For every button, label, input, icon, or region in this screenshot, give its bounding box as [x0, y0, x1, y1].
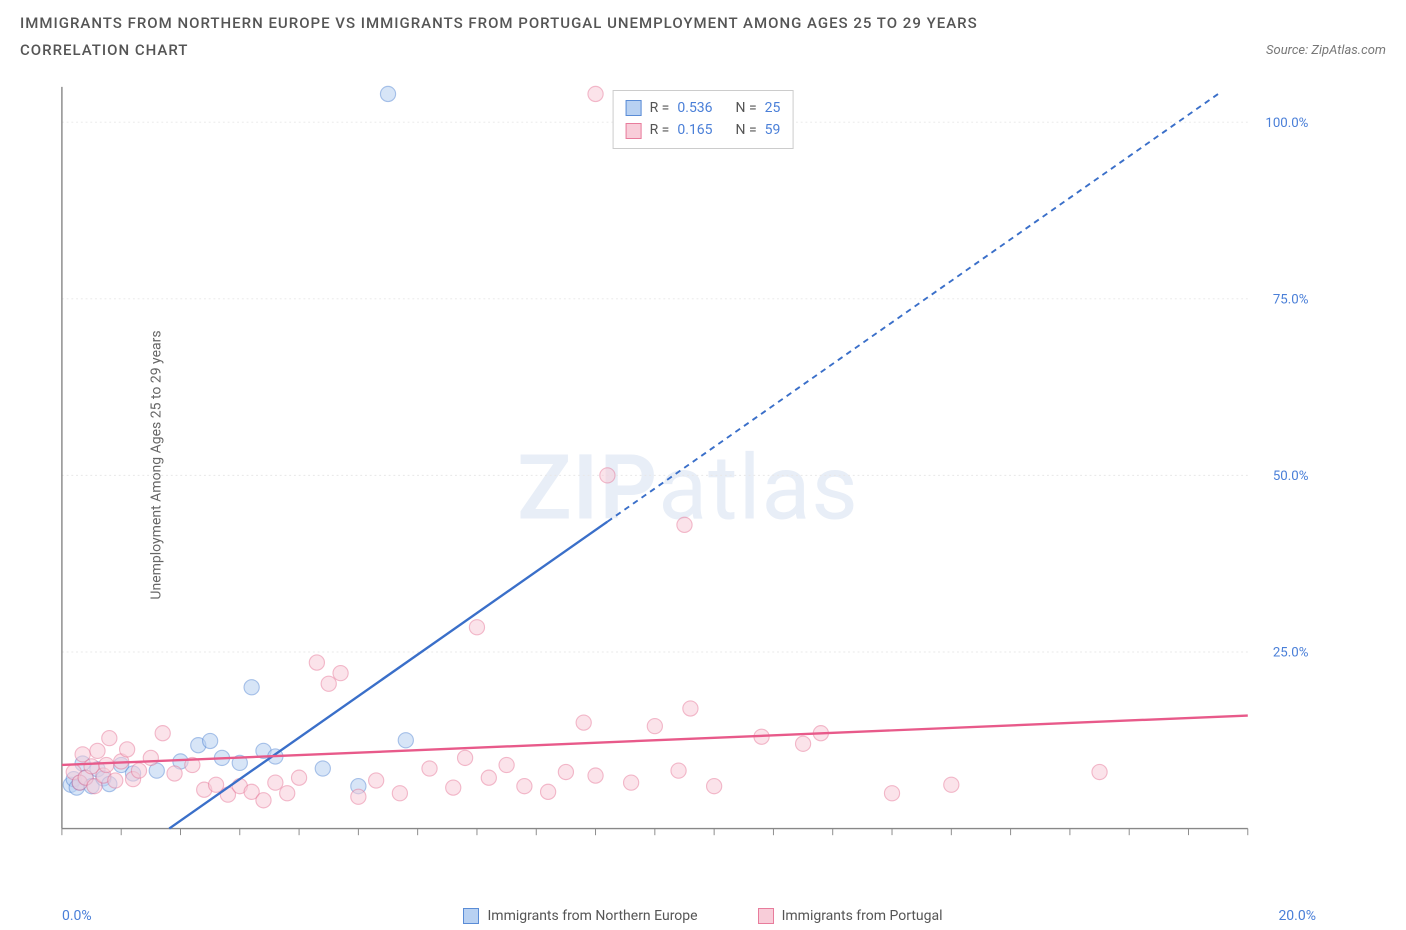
legend-swatch [626, 123, 642, 139]
series-legend-item: Immigrants from Northern Europe [463, 908, 697, 924]
scatter-plot-svg: 25.0% 50.0% 75.0% 100.0% [60, 85, 1316, 848]
chart-plot-area: ZIPatlas 25.0%50.0%75.0%100.0% [60, 85, 1316, 890]
n-label: N = [736, 97, 757, 119]
series-legend-item: Immigrants from Portugal [758, 908, 943, 924]
r-value: 0.165 [677, 119, 712, 141]
legend-row: R = 0.536 N = 25 [626, 97, 781, 119]
n-value: 25 [765, 97, 781, 119]
r-label: R = [650, 119, 670, 141]
r-value: 0.536 [677, 97, 712, 119]
n-value: 59 [765, 119, 781, 141]
legend-swatch [758, 908, 774, 924]
legend-row: R = 0.165 N = 59 [626, 119, 781, 141]
chart-source: Source: ZipAtlas.com [1266, 43, 1386, 58]
n-label: N = [736, 119, 757, 141]
series-name: Immigrants from Northern Europe [487, 908, 697, 924]
r-label: R = [650, 97, 670, 119]
svg-text:25.0%: 25.0% [1273, 646, 1309, 661]
svg-text:50.0%: 50.0% [1273, 469, 1309, 484]
stats-legend: R = 0.536 N = 25 R = 0.165 N = 59 [613, 90, 794, 149]
svg-text:75.0%: 75.0% [1273, 293, 1309, 308]
svg-text:100.0%: 100.0% [1265, 116, 1308, 131]
chart-title: IMMIGRANTS FROM NORTHERN EUROPE VS IMMIG… [20, 10, 1386, 37]
legend-swatch [626, 100, 642, 116]
chart-subtitle: CORRELATION CHART [20, 41, 188, 59]
legend-swatch [463, 908, 479, 924]
series-legend: Immigrants from Northern Europe Immigran… [0, 908, 1406, 924]
series-name: Immigrants from Portugal [782, 908, 943, 924]
